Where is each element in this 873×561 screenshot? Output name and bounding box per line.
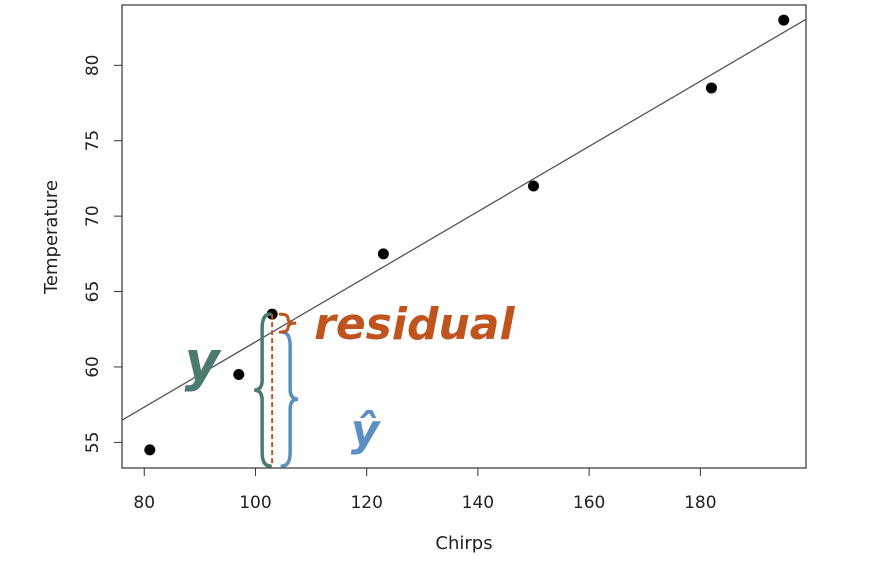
data-point [144, 444, 156, 456]
y-brace [254, 312, 272, 468]
x-axis: 80 100 120 140 160 180 [133, 467, 717, 513]
data-point [377, 248, 389, 260]
data-point [528, 180, 540, 192]
y-tick-label: 80 [83, 55, 103, 77]
x-tick-label: 140 [462, 493, 494, 513]
y-axis-title: Temperature [41, 180, 62, 295]
y-tick-label: 65 [83, 281, 103, 303]
data-point [233, 368, 245, 380]
data-point [778, 14, 790, 26]
x-tick-label: 160 [573, 493, 605, 513]
plot-frame [121, 4, 807, 469]
x-axis-title: Chirps [435, 533, 492, 554]
x-tick-label: 180 [684, 493, 716, 513]
residual-brace [278, 312, 297, 334]
y-tick-label: 60 [83, 356, 103, 378]
data-points [144, 14, 790, 456]
yhat-brace [280, 330, 299, 468]
y-tick-label: 55 [83, 432, 103, 454]
y-label: y [185, 330, 223, 393]
x-tick-label: 100 [239, 493, 271, 513]
data-point [705, 82, 717, 94]
yhat-label: ŷ [351, 405, 382, 456]
y-tick-label: 70 [83, 205, 103, 227]
x-tick-label: 80 [133, 493, 155, 513]
x-tick-label: 120 [350, 493, 382, 513]
residual-label: residual [314, 299, 515, 350]
y-tick-label: 75 [83, 130, 103, 152]
residual-annotations: y ŷ residual [185, 299, 515, 468]
regression-line [121, 18, 807, 421]
y-axis: 55 60 65 70 75 80 [83, 55, 123, 454]
